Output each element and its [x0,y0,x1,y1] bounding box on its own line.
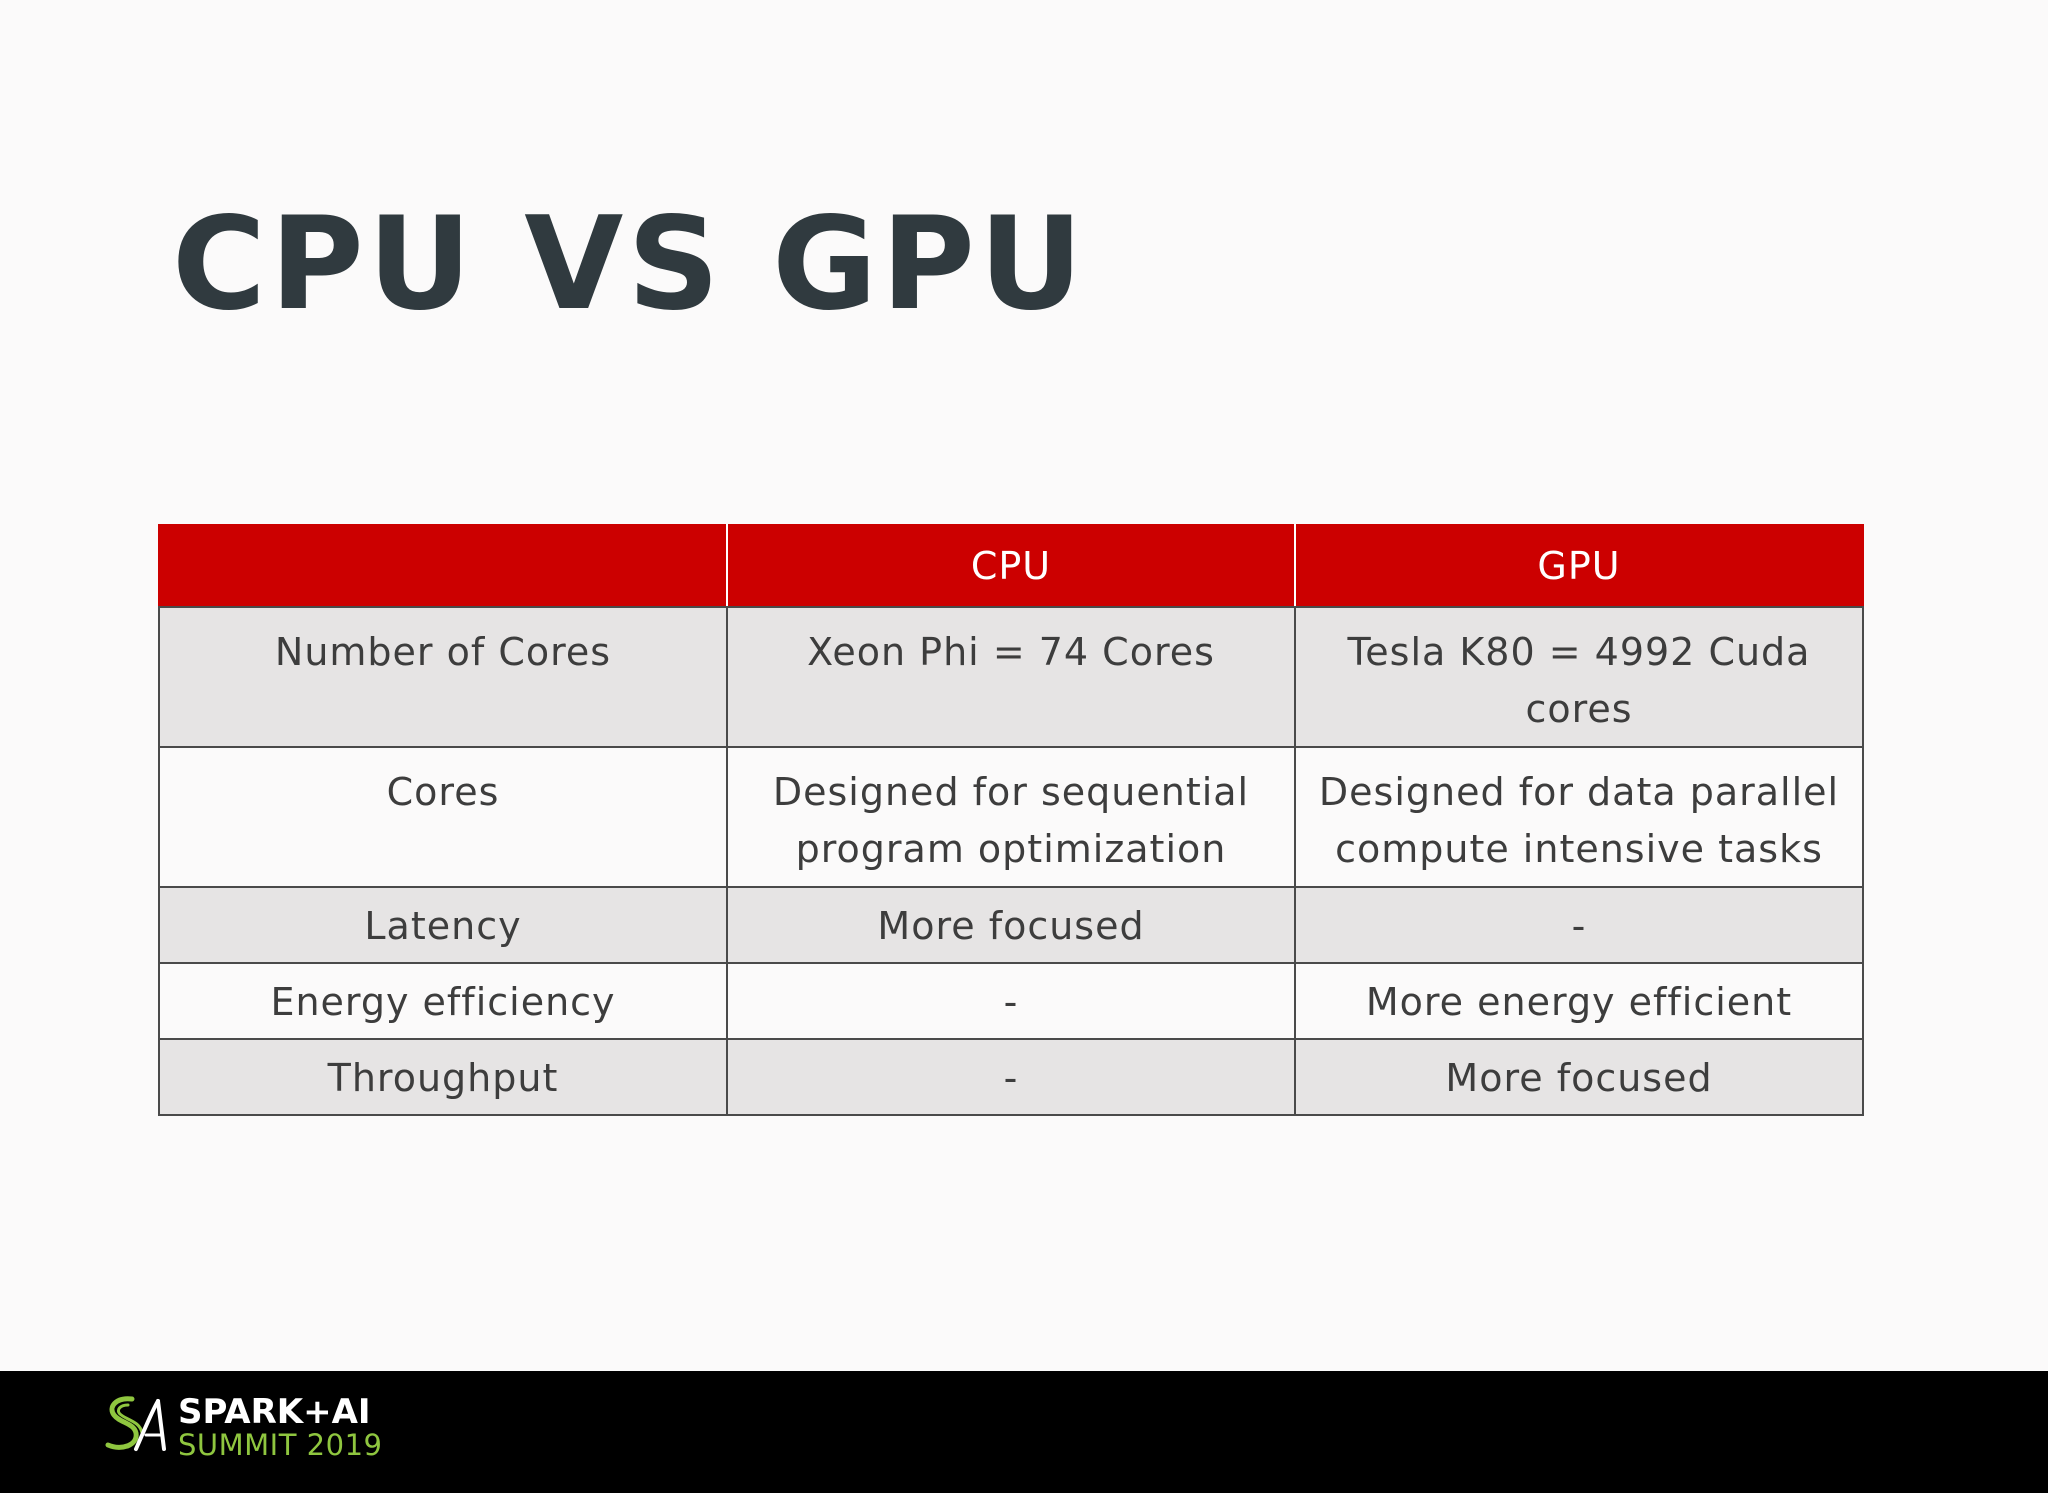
table-row: Cores Designed for sequential program op… [158,746,1864,888]
cpu-cell: Xeon Phi = 74 Cores [726,606,1296,748]
footer-bar: SPARK+AI SUMMIT 2019 [0,1371,2048,1493]
cpu-cell: More focused [726,886,1296,964]
cpu-cell: Designed for sequential program optimiza… [726,746,1296,888]
row-label: Number of Cores [158,606,728,748]
header-cell-cpu: CPU [726,524,1296,608]
gpu-cell: - [1294,886,1864,964]
row-label: Latency [158,886,728,964]
cpu-cell: - [726,962,1296,1040]
table-row: Latency More focused - [158,886,1864,964]
gpu-cell: Designed for data parallel compute inten… [1294,746,1864,888]
slide-title: CPU VS GPU [172,190,1087,339]
spark-ai-summit-logo-icon [105,1396,166,1451]
logo-wordmark-top: SPARK+AI [178,1392,371,1432]
header-cell-gpu: GPU [1294,524,1864,608]
row-label: Cores [158,746,728,888]
table-row: Throughput - More focused [158,1038,1864,1116]
row-label: Throughput [158,1038,728,1116]
header-cell-empty [158,524,728,608]
table-row: Number of Cores Xeon Phi = 74 Cores Tesl… [158,606,1864,748]
logo-wordmark-bottom: SUMMIT 2019 [178,1428,383,1462]
cpu-cell: - [726,1038,1296,1116]
row-label: Energy efficiency [158,962,728,1040]
gpu-cell: More energy efficient [1294,962,1864,1040]
gpu-cell: More focused [1294,1038,1864,1116]
table-row: Energy efficiency - More energy efficien… [158,962,1864,1040]
gpu-cell: Tesla K80 = 4992 Cuda cores [1294,606,1864,748]
comparison-table: CPU GPU Number of Cores Xeon Phi = 74 Co… [158,524,1864,1116]
table-header-row: CPU GPU [158,524,1864,608]
